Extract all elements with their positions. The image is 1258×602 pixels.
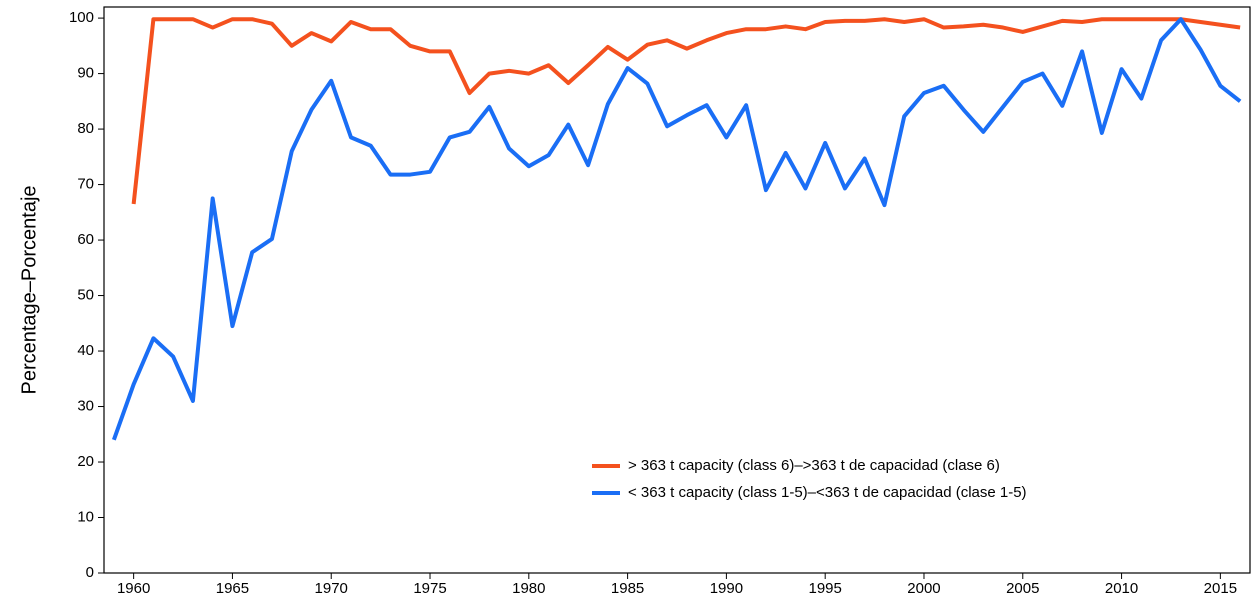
y-tick-label: 30 (77, 397, 94, 414)
x-tick-label: 1980 (512, 580, 545, 597)
y-tick-label: 90 (77, 65, 94, 82)
y-axis-label: Percentage–Porcentaje (18, 185, 40, 394)
y-tick-label: 80 (77, 120, 94, 137)
x-tick-label: 1965 (216, 580, 249, 597)
x-tick-label: 1995 (809, 580, 842, 597)
y-tick-label: 50 (77, 287, 94, 304)
x-tick-label: 1985 (611, 580, 644, 597)
x-tick-label: 2005 (1006, 580, 1039, 597)
x-tick-label: 1990 (710, 580, 743, 597)
y-tick-label: 20 (77, 453, 94, 470)
y-tick-label: 100 (69, 9, 94, 26)
legend-label: < 363 t capacity (class 1-5)–<363 t de c… (628, 484, 1027, 501)
y-tick-label: 60 (77, 231, 94, 248)
x-tick-label: 1975 (413, 580, 446, 597)
series-line (111, 17, 1242, 441)
y-tick-label: 0 (86, 564, 94, 581)
plot-frame (103, 6, 1251, 574)
x-tick-label: 2000 (907, 580, 940, 597)
legend-label: > 363 t capacity (class 6)–>363 t de cap… (628, 457, 1000, 474)
series-line (131, 17, 1241, 205)
x-tick-label: 2010 (1105, 580, 1138, 597)
x-tick-label: 2015 (1204, 580, 1237, 597)
y-tick-label: 10 (77, 508, 94, 525)
x-tick-label: 1960 (117, 580, 150, 597)
y-tick-label: 70 (77, 176, 94, 193)
y-tick-label: 40 (77, 342, 94, 359)
x-tick-label: 1970 (315, 580, 348, 597)
